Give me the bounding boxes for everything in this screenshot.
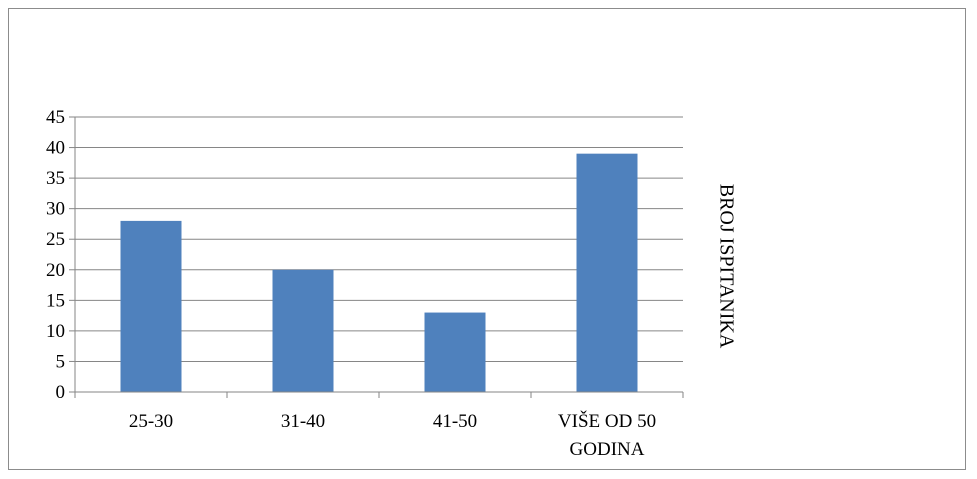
x-tick-label: VIŠE OD 50 GODINA bbox=[558, 410, 656, 460]
bar bbox=[272, 269, 334, 392]
bar bbox=[576, 153, 638, 392]
legend-series-name: BROJ ISPITANIKA bbox=[715, 184, 737, 349]
y-tick-labels: 0 5 10 15 20 25 30 35 40 45 bbox=[46, 107, 65, 403]
axes bbox=[69, 116, 684, 398]
x-tick-label: 41-50 bbox=[433, 411, 477, 432]
y-tick-label: 25 bbox=[46, 229, 65, 250]
y-tick-label: 40 bbox=[46, 138, 65, 159]
y-tick-label: 35 bbox=[46, 168, 65, 189]
bar bbox=[120, 220, 182, 392]
y-tick-label: 45 bbox=[46, 107, 65, 128]
bars bbox=[120, 153, 638, 392]
y-tick-label: 10 bbox=[46, 321, 65, 342]
x-tick-label: 31-40 bbox=[281, 411, 325, 432]
x-tick-label: 25-30 bbox=[129, 411, 173, 432]
x-tick-labels: 25-30 31-40 41-50 VIŠE OD 50 GODINA bbox=[129, 410, 656, 460]
bar bbox=[424, 312, 486, 392]
y-tick-label: 30 bbox=[46, 199, 65, 220]
y-tick-label: 0 bbox=[56, 382, 66, 403]
y-tick-label: 20 bbox=[46, 260, 65, 281]
y-tick-label: 15 bbox=[46, 290, 65, 311]
y-tick-label: 5 bbox=[56, 351, 66, 372]
